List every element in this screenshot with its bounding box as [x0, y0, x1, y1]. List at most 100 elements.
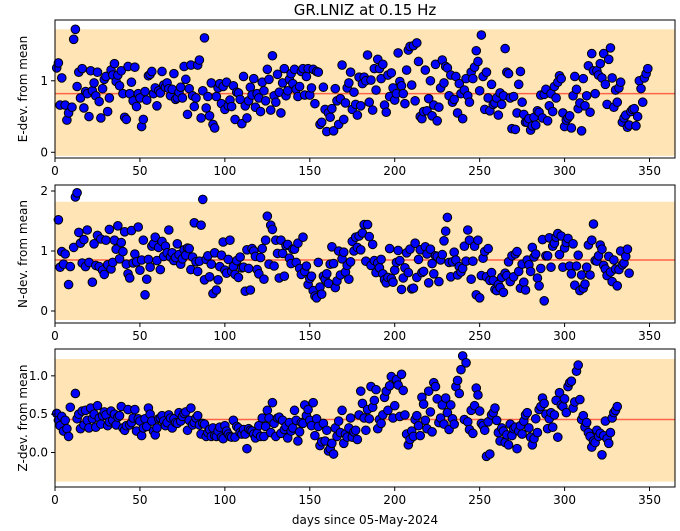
data-point — [456, 364, 466, 375]
data-point — [388, 277, 398, 288]
data-point — [345, 67, 356, 77]
data-point — [338, 247, 349, 257]
data-point — [364, 413, 375, 424]
data-point — [612, 401, 623, 412]
data-point — [68, 34, 79, 45]
data-point — [413, 56, 424, 67]
data-point — [420, 415, 431, 426]
data-point — [155, 264, 166, 275]
x-tick-label: 300 — [553, 329, 576, 343]
data-point — [109, 58, 120, 69]
data-point — [308, 397, 318, 408]
data-point — [542, 251, 553, 261]
data-point — [547, 106, 558, 117]
data-point — [136, 430, 147, 441]
data-point — [118, 246, 128, 257]
data-point — [169, 68, 179, 79]
data-point — [245, 82, 256, 93]
data-point — [643, 63, 653, 74]
data-point — [595, 58, 606, 69]
data-point — [327, 242, 337, 252]
data-point — [386, 68, 397, 78]
data-point — [393, 245, 403, 256]
data-point — [204, 111, 215, 121]
data-point — [483, 243, 493, 254]
data-point — [276, 108, 286, 118]
data-point — [566, 376, 577, 387]
data-point — [530, 120, 541, 130]
data-point — [87, 277, 98, 288]
data-point — [522, 407, 533, 418]
data-point — [468, 256, 478, 267]
data-point — [552, 432, 563, 442]
y-tick-label: 0 — [40, 145, 48, 159]
data-point — [262, 64, 273, 75]
data-point — [430, 59, 441, 70]
data-point — [468, 73, 478, 84]
data-point — [355, 245, 366, 255]
data-point — [517, 429, 527, 439]
data-point — [496, 99, 507, 110]
data-point — [384, 381, 395, 391]
data-point — [289, 405, 300, 416]
data-point — [532, 273, 543, 283]
data-point — [418, 399, 429, 410]
data-point — [121, 114, 132, 125]
data-point — [461, 358, 471, 368]
data-point — [581, 262, 592, 273]
panel-1: 0 50 100 150 200 250 300 350 0 1 E-dev. from mean — [16, 19, 676, 178]
data-point — [395, 255, 405, 266]
data-point — [79, 234, 89, 245]
data-point — [597, 450, 607, 460]
data-point — [194, 55, 205, 65]
data-point — [203, 91, 213, 102]
x-tick-label: 50 — [132, 493, 147, 507]
data-point — [513, 79, 524, 90]
data-points — [51, 351, 623, 462]
y-tick-label: 1 — [40, 244, 48, 258]
data-point — [184, 243, 194, 254]
data-point — [403, 267, 414, 278]
data-point — [362, 219, 373, 230]
data-point — [150, 232, 161, 242]
data-point — [99, 269, 110, 280]
data-point — [97, 83, 108, 94]
data-point — [556, 73, 566, 84]
data-point — [216, 250, 227, 260]
data-point — [632, 111, 643, 122]
data-point — [629, 103, 640, 114]
x-tick-label: 350 — [638, 164, 661, 178]
data-point — [318, 82, 329, 93]
data-point — [551, 93, 561, 103]
data-point — [306, 271, 317, 282]
x-axis-label: days since 05-May-2024 — [292, 513, 438, 527]
data-point — [524, 423, 534, 433]
data-point — [345, 257, 356, 267]
data-point — [576, 126, 587, 136]
data-point — [53, 58, 64, 68]
data-point — [89, 239, 99, 249]
data-point — [89, 78, 99, 88]
data-point — [466, 274, 476, 285]
data-point — [124, 273, 135, 283]
data-point — [462, 417, 473, 427]
data-point — [473, 56, 483, 67]
data-point — [293, 436, 303, 446]
data-point — [459, 241, 470, 251]
data-point — [580, 101, 590, 111]
data-point — [408, 283, 419, 294]
data-point — [566, 123, 577, 133]
data-point — [172, 239, 183, 249]
data-point — [73, 227, 84, 238]
data-point — [338, 114, 349, 125]
panel-2: 0 50 100 150 200 250 300 350 0 1 2 N-dev. from mean — [16, 184, 676, 343]
data-point — [405, 244, 415, 254]
data-point — [607, 73, 617, 83]
data-point — [554, 387, 565, 398]
data-point — [534, 281, 544, 291]
data-point — [457, 113, 468, 124]
data-point — [260, 235, 271, 245]
data-point — [554, 249, 565, 260]
data-point — [530, 249, 541, 259]
y-axis-label: Z-dev. from mean — [16, 365, 30, 472]
